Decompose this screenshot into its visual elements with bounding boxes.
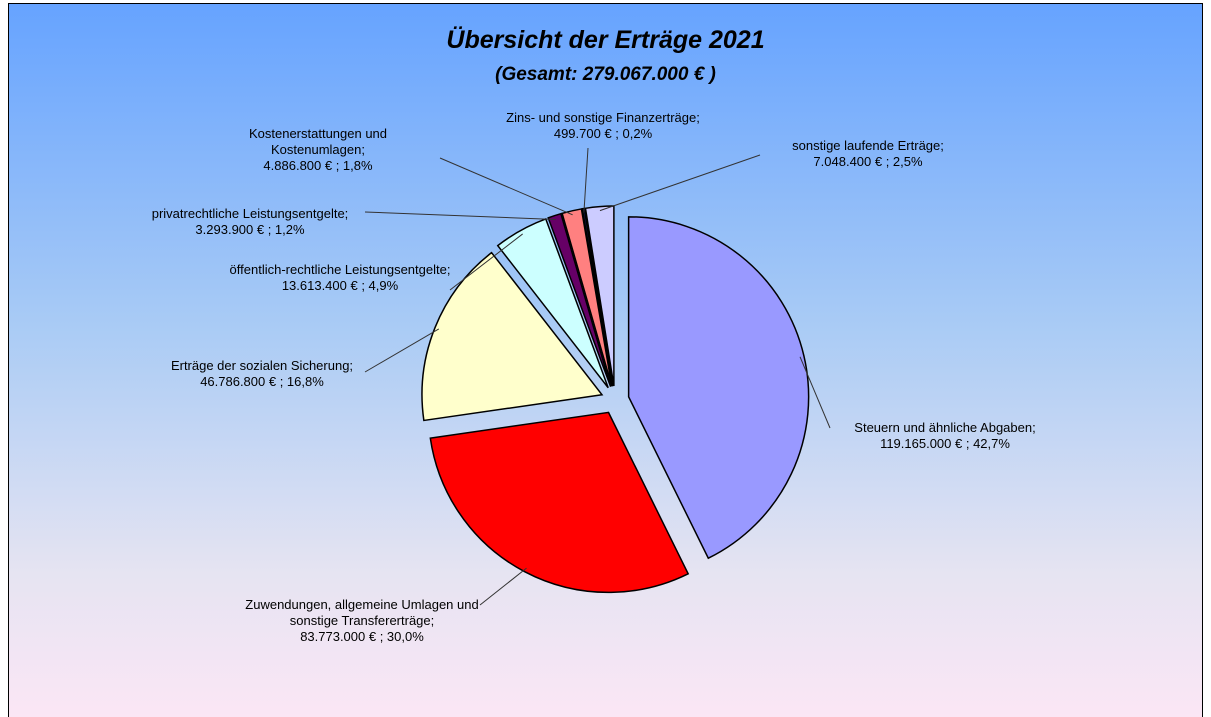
chart-title: Übersicht der Erträge 2021 xyxy=(446,26,765,54)
value-label: 499.700 € ; 0,2% xyxy=(553,126,653,141)
data-label: Zuwendungen, allgemeine Umlagen und sons… xyxy=(237,597,487,645)
value-label: 83.773.000 € ; 30,0% xyxy=(300,629,424,644)
value-label: 7.048.400 € ; 2,5% xyxy=(813,154,923,169)
leader-line xyxy=(364,328,440,373)
pie-slice xyxy=(627,216,810,560)
value-label: 46.786.800 € ; 16,8% xyxy=(200,374,324,389)
category-label: privatrechtliche Leistungsentgelte; xyxy=(151,206,349,221)
data-label: Erträge der sozialen Sicherung; 46.786.80… xyxy=(137,358,387,390)
chart-subtitle: (Gesamt: 279.067.000 € ) xyxy=(495,64,716,85)
leader-line xyxy=(479,567,527,606)
leader-line xyxy=(364,211,556,220)
pie-slice xyxy=(429,411,690,594)
category-label: Kostenerstattungen und Kostenumlagen; xyxy=(248,126,388,157)
category-label: sonstige laufende Erträge; xyxy=(792,138,944,153)
category-label: Zins- und sonstige Finanzerträge; xyxy=(506,110,700,125)
category-label: öffentlich-rechtliche Leistungsentgelte; xyxy=(229,262,451,277)
value-label: 4.886.800 € ; 1,8% xyxy=(263,158,373,173)
category-label: Erträge der sozialen Sicherung; xyxy=(170,358,354,373)
data-label: Steuern und ähnliche Abgaben; 119.165.000… xyxy=(825,420,1065,452)
value-label: 119.165.000 € ; 42,7% xyxy=(880,436,1010,451)
category-label: Zuwendungen, allgemeine Umlagen und sons… xyxy=(245,597,479,628)
value-label: 13.613.400 € ; 4,9% xyxy=(281,278,399,293)
data-label: Kostenerstattungen und Kostenumlagen; 4.8… xyxy=(218,126,418,174)
data-label: sonstige laufende Erträge; 7.048.400 € ; … xyxy=(758,138,978,170)
data-label: Zins- und sonstige Finanzerträge; 499.700… xyxy=(483,110,723,142)
data-label: öffentlich-rechtliche Leistungsentgelte;… xyxy=(225,262,455,294)
category-label: Steuern und ähnliche Abgaben; xyxy=(854,420,1036,435)
leader-line xyxy=(583,147,589,213)
leader-line xyxy=(799,356,831,429)
pie-slice xyxy=(421,251,604,422)
value-label: 3.293.900 € ; 1,2% xyxy=(195,222,305,237)
data-label: privatrechtliche Leistungsentgelte; 3.293… xyxy=(125,206,375,238)
leader-line xyxy=(439,157,573,216)
leader-line xyxy=(599,154,761,212)
leader-line xyxy=(449,233,523,291)
pie-slice xyxy=(561,208,613,387)
pie-slice xyxy=(547,212,612,387)
